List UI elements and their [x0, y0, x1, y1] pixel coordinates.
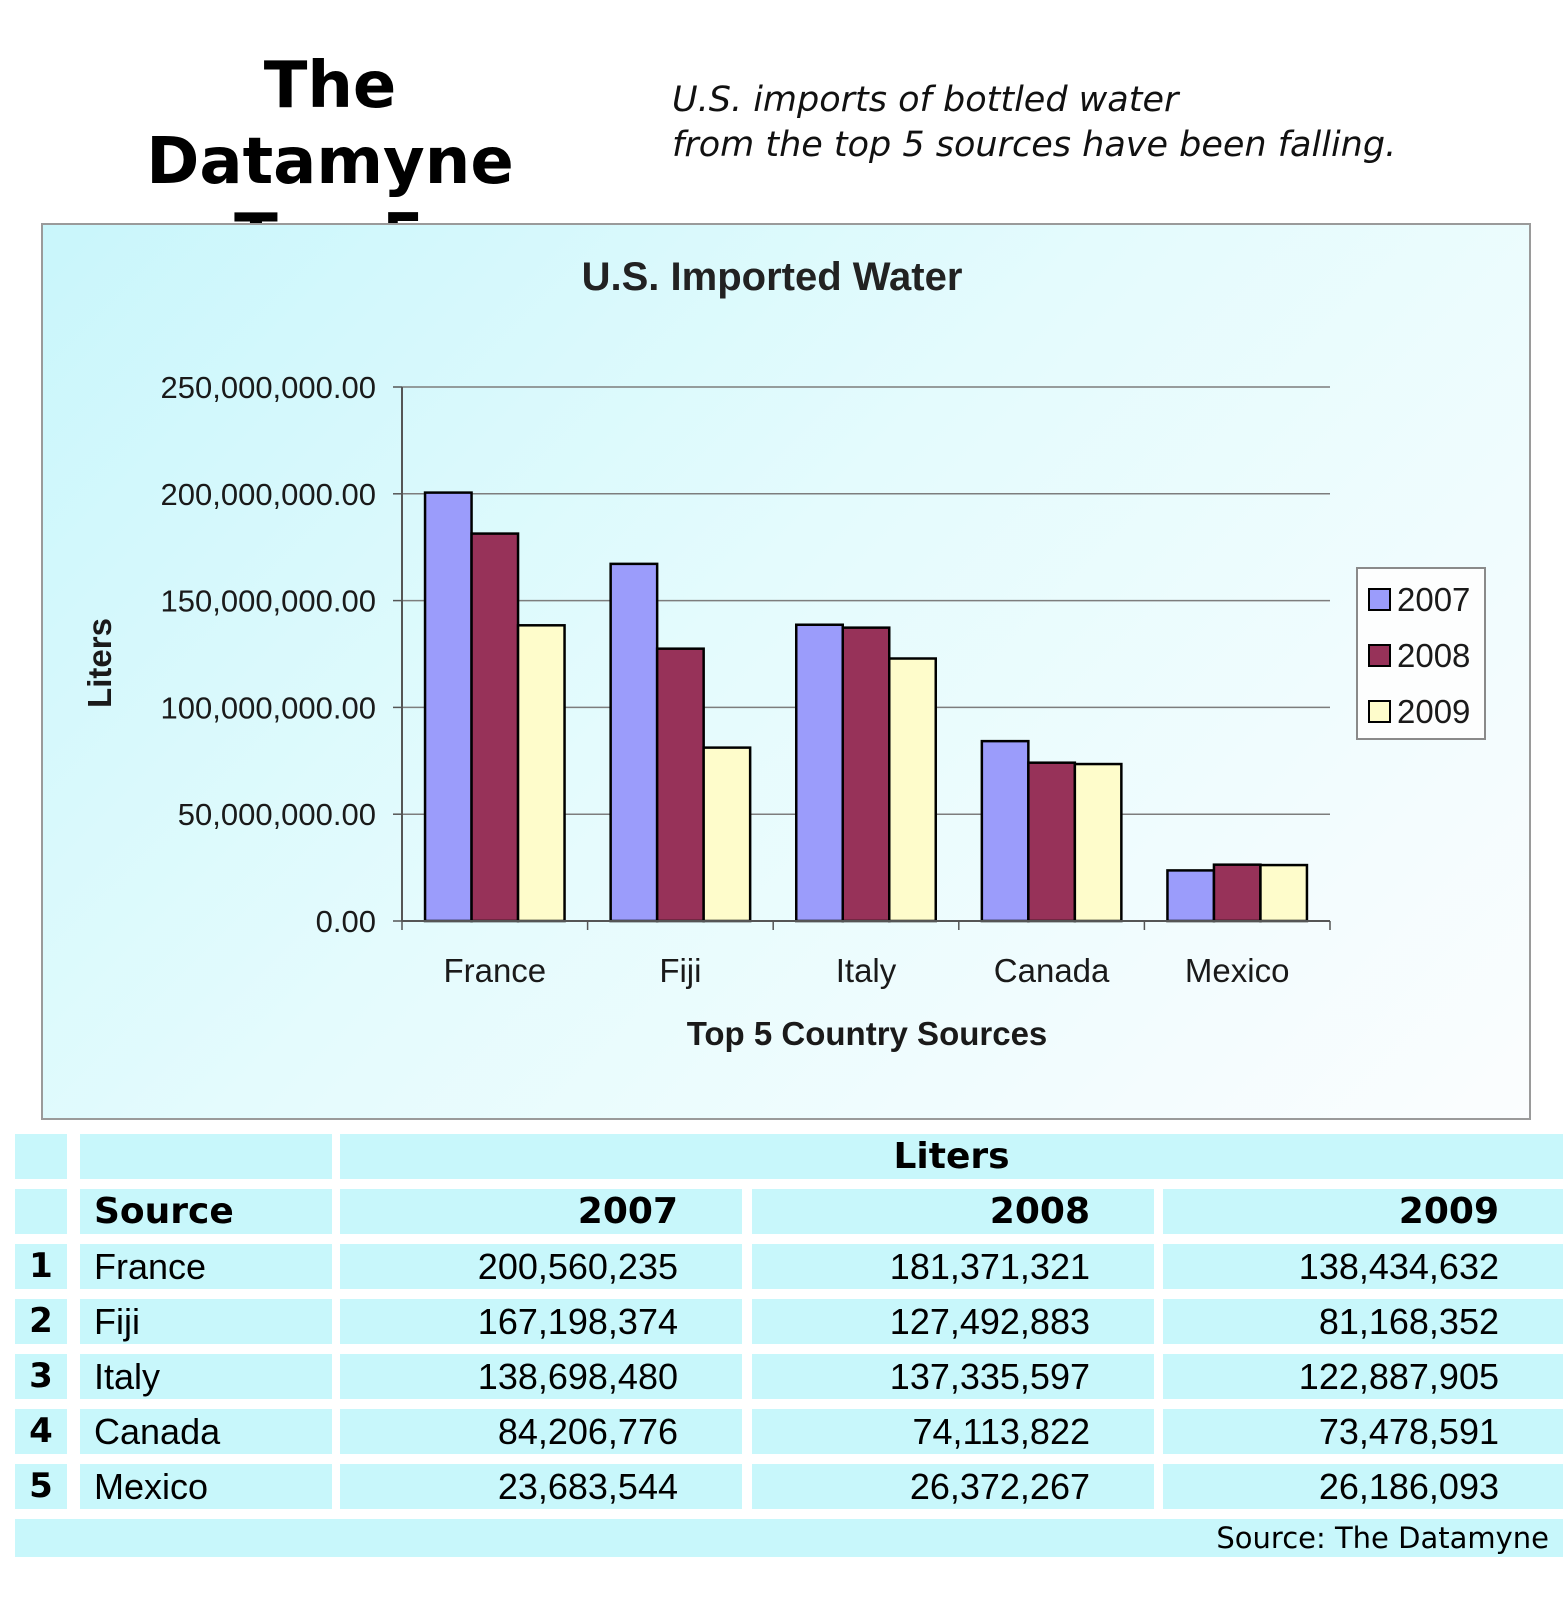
row-value-2008: 181,371,321 — [752, 1244, 1154, 1289]
x-tick-label: France — [443, 952, 546, 989]
row-source: Italy — [80, 1354, 332, 1399]
y-tick-label: 0.00 — [316, 904, 376, 939]
bar-fiji-2009 — [702, 746, 752, 923]
row-value-2009: 26,186,093 — [1163, 1464, 1563, 1509]
row-source: Canada — [80, 1409, 332, 1454]
bar-france-2007 — [423, 491, 473, 923]
y-tick-label: 100,000,000.00 — [161, 690, 377, 725]
row-value-2009: 81,168,352 — [1163, 1299, 1563, 1344]
row-value-2008: 26,372,267 — [752, 1464, 1154, 1509]
subtitle-line-2: from the top 5 sources have been falling… — [672, 125, 1397, 165]
table-group-header-row: Liters — [10, 1134, 1563, 1189]
legend-label: 2007 — [1397, 581, 1470, 618]
x-axis-ticks: France Fiji Italy Canada Mexico — [401, 921, 1331, 989]
table-row: 5 Mexico 23,683,544 26,372,267 26,186,09… — [10, 1464, 1563, 1519]
row-value-2008: 74,113,822 — [752, 1409, 1154, 1454]
x-axis-title: Top 5 Country Sources — [687, 1015, 1048, 1052]
bar-mexico-2009 — [1259, 863, 1309, 923]
y-axis-ticks: 0.00 50,000,000.00 100,000,000.00 150,000,0… — [161, 370, 402, 939]
y-tick-label: 50,000,000.00 — [178, 797, 376, 832]
bar-canada-2007 — [980, 739, 1030, 923]
table-row: 3 Italy 138,698,480 137,335,597 122,887,… — [10, 1354, 1563, 1409]
subtitle-line-1: U.S. imports of bottled water — [672, 80, 1179, 120]
y-axis-title: Liters — [81, 618, 118, 708]
table-row: 1 France 200,560,235 181,371,321 138,434… — [10, 1244, 1563, 1299]
legend: 2007 2008 2009 — [1356, 567, 1486, 740]
data-table: Liters Source 2007 2008 2009 1 France 20… — [10, 1134, 1563, 1559]
bar-chart: U.S. Imported Water 0.00 50,000,000.00 100… — [81, 255, 1486, 1052]
row-rank: 3 — [15, 1354, 67, 1399]
row-source: Mexico — [80, 1464, 332, 1509]
bar-mexico-2007 — [1166, 869, 1216, 923]
table-header-source: Source — [80, 1189, 332, 1234]
x-tick-label: Mexico — [1185, 952, 1290, 989]
table-row: 4 Canada 84,206,776 74,113,822 73,478,59… — [10, 1409, 1563, 1464]
row-rank: 2 — [15, 1299, 67, 1344]
legend-label: 2009 — [1397, 693, 1470, 730]
bar-italy-2009 — [888, 657, 937, 923]
row-rank: 4 — [15, 1409, 67, 1454]
table-row: 2 Fiji 167,198,374 127,492,883 81,168,35… — [10, 1299, 1563, 1354]
row-rank: 1 — [15, 1244, 67, 1289]
y-tick-label: 200,000,000.00 — [161, 477, 377, 512]
row-value-2007: 200,560,235 — [340, 1244, 742, 1289]
bar-canada-2008 — [1027, 761, 1077, 923]
row-value-2009: 73,478,591 — [1163, 1409, 1563, 1454]
row-value-2008: 127,492,883 — [752, 1299, 1154, 1344]
legend-swatch — [1368, 588, 1391, 611]
row-value-2007: 84,206,776 — [340, 1409, 742, 1454]
chart-title: U.S. Imported Water — [582, 255, 963, 299]
x-tick-label: Italy — [836, 952, 897, 989]
bar-fiji-2008 — [655, 647, 705, 923]
table-corner-cell — [15, 1134, 67, 1179]
row-value-2009: 138,434,632 — [1163, 1244, 1563, 1289]
x-tick-label: Canada — [994, 952, 1110, 989]
row-value-2007: 167,198,374 — [340, 1299, 742, 1344]
row-rank: 5 — [15, 1464, 67, 1509]
bar-mexico-2008 — [1212, 863, 1262, 923]
source-note: Source: The Datamyne — [15, 1519, 1563, 1557]
table-group-header: Liters — [340, 1134, 1563, 1179]
legend-swatch — [1368, 644, 1391, 667]
bar-italy-2008 — [841, 626, 891, 923]
table-source-row: Source: The Datamyne — [10, 1519, 1563, 1559]
table-header-row: Source 2007 2008 2009 — [10, 1189, 1563, 1244]
table-header-2009: 2009 — [1163, 1189, 1563, 1234]
axes — [401, 387, 1330, 922]
table-header-2008: 2008 — [752, 1189, 1154, 1234]
bar-france-2009 — [516, 624, 566, 923]
page-subtitle: U.S. imports of bottled water from the t… — [672, 78, 1552, 168]
row-source: France — [80, 1244, 332, 1289]
row-value-2009: 122,887,905 — [1163, 1354, 1563, 1399]
bar-canada-2009 — [1073, 762, 1123, 923]
bar-italy-2007 — [795, 623, 844, 923]
row-value-2008: 137,335,597 — [752, 1354, 1154, 1399]
bars — [423, 491, 1309, 923]
row-value-2007: 23,683,544 — [340, 1464, 742, 1509]
table-header-2007: 2007 — [340, 1189, 742, 1234]
table-blank-cell — [80, 1134, 332, 1179]
chart-panel: U.S. Imported Water 0.00 50,000,000.00 100… — [41, 223, 1531, 1120]
bar-fiji-2007 — [609, 562, 659, 923]
x-tick-label: Fiji — [659, 952, 701, 989]
legend-label: 2008 — [1397, 637, 1470, 674]
table-rank-header — [15, 1189, 67, 1234]
row-value-2007: 138,698,480 — [340, 1354, 742, 1399]
legend-swatch — [1368, 700, 1391, 723]
bar-france-2008 — [470, 532, 520, 923]
y-tick-label: 250,000,000.00 — [161, 370, 377, 405]
title-line-1: The Datamyne — [146, 49, 514, 199]
row-source: Fiji — [80, 1299, 332, 1344]
y-tick-label: 150,000,000.00 — [161, 584, 377, 619]
